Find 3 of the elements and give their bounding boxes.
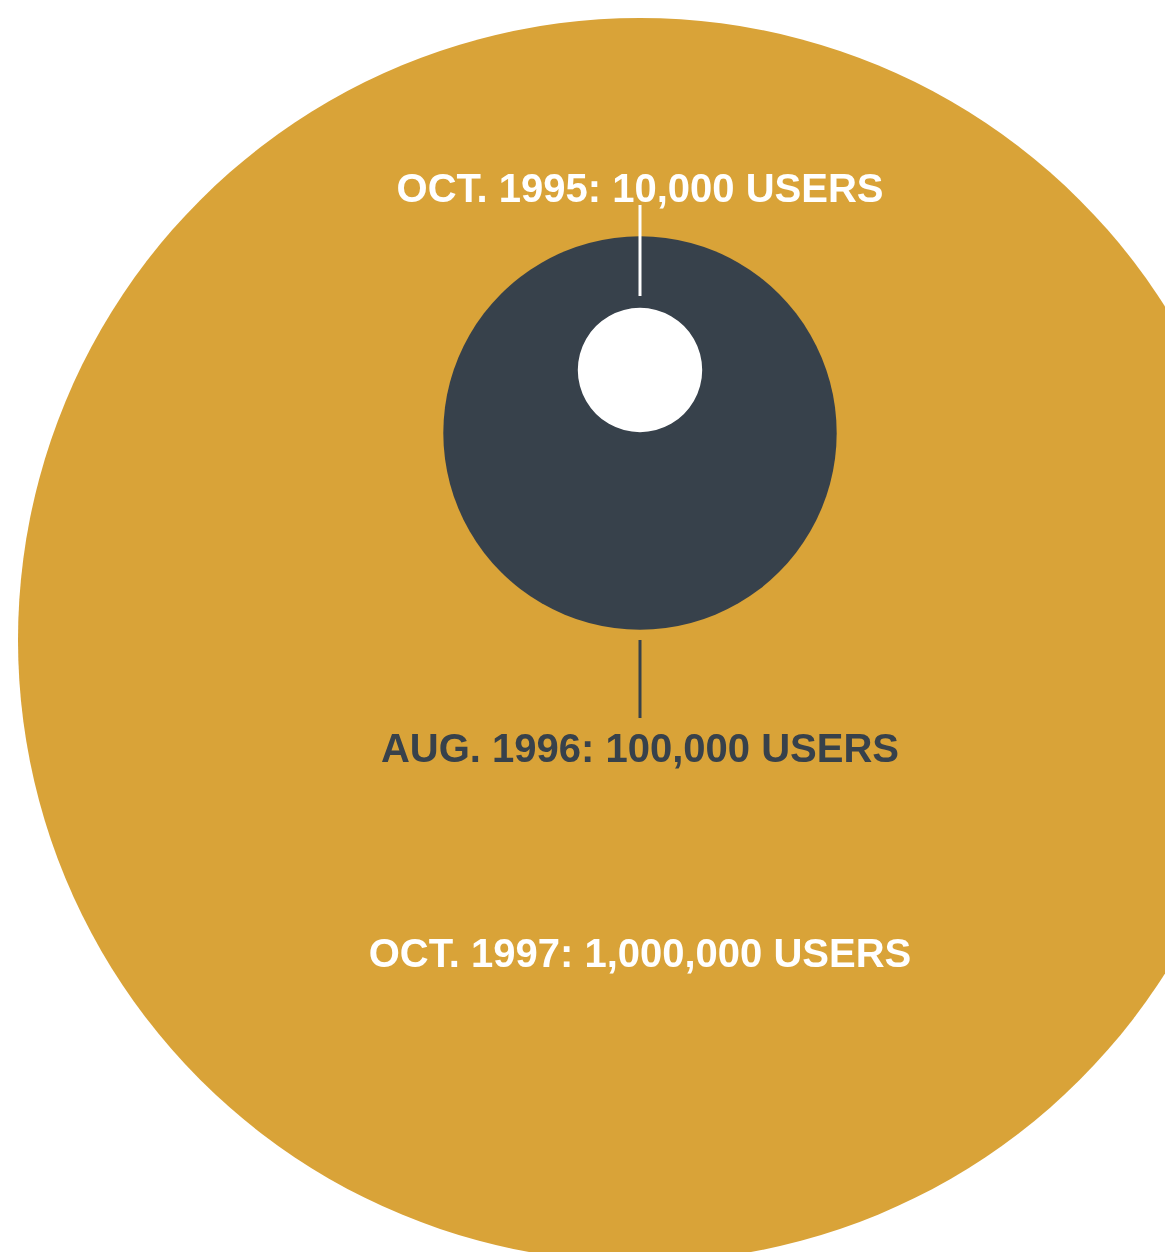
data-label: OCT. 1997: 1,000,000 USERS <box>368 931 912 975</box>
data-label: OCT. 1995: 10,000 USERS <box>396 166 884 210</box>
data-label: AUG. 1996: 100,000 USERS <box>380 726 900 770</box>
